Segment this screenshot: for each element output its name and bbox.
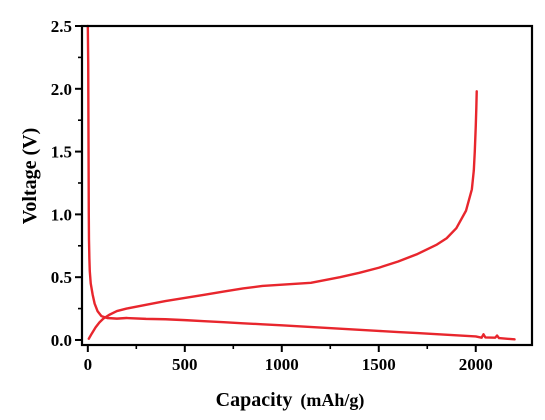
x-tick-label: 1500 [362,355,396,374]
labels-layer: 0 500 1000 1500 2000 0.0 0.5 1.0 1.5 2.0 2.5 [51,17,493,374]
y-tick-label: 2.5 [51,17,72,36]
series-layer [86,24,516,341]
x-tick-label: 2000 [459,355,493,374]
plot-frame [80,24,534,347]
series-line-2 [87,90,478,340]
x-axis-title-unit: (mAh/g) [300,390,364,411]
x-axis-title: Capacity (mAh/g) [216,389,365,411]
axes-layer [75,24,534,352]
y-tick-label: 1.5 [51,143,72,162]
x-tick-label: 1000 [265,355,299,374]
y-tick-label: 2.0 [51,80,72,99]
y-tick-label: 0.5 [51,268,72,287]
y-tick-label: 1.0 [51,205,72,224]
y-axis-title: Voltage (V) [19,128,41,224]
x-tick-label: 0 [84,355,93,374]
x-tick-label: 500 [172,355,198,374]
series-line-1 [86,24,516,341]
y-tick-label: 0.0 [51,331,72,350]
x-axis-title-main: Capacity [216,389,293,411]
